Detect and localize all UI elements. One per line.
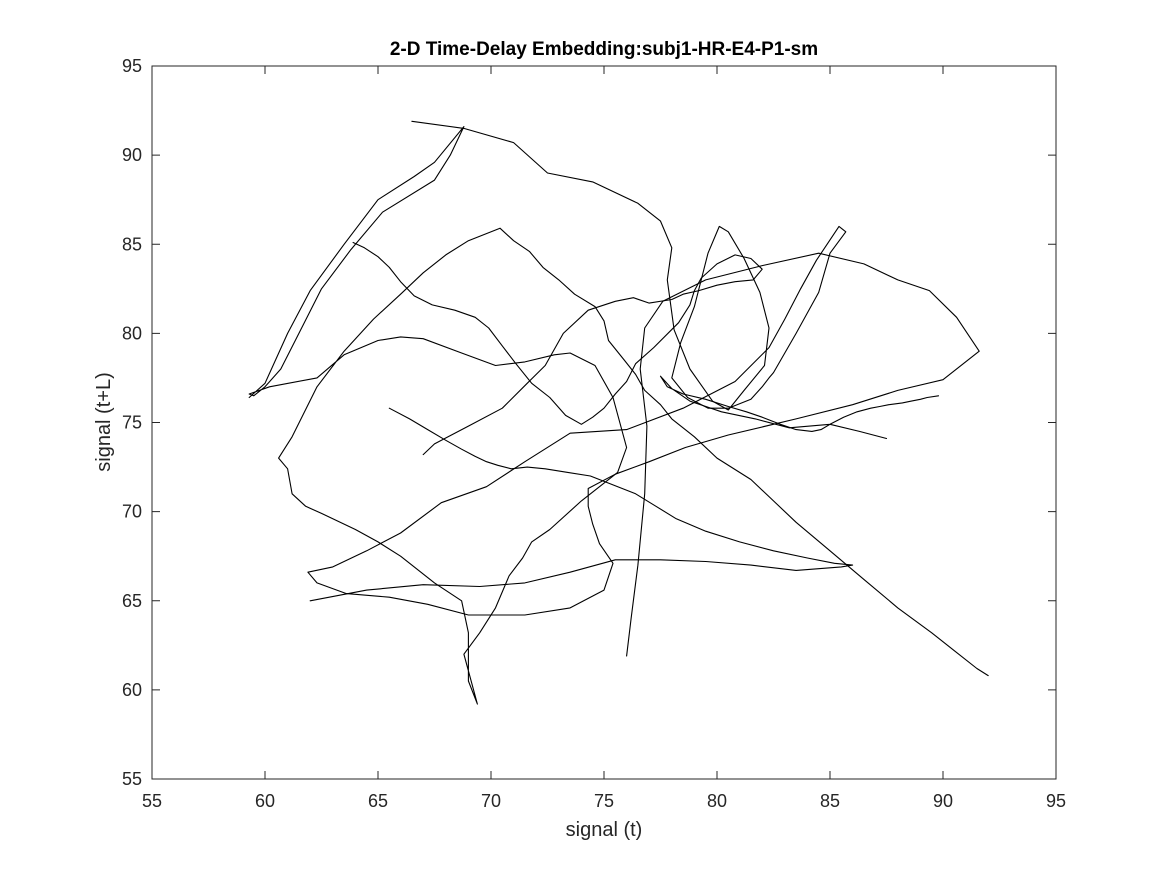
x-tick-label-55: 55 [142,791,162,811]
y-tick-label-90: 90 [122,145,142,165]
y-axis-ticks: 55 60 65 70 75 80 85 90 95 [122,56,1056,789]
x-tick-label-85: 85 [820,791,840,811]
chart-title: 2-D Time-Delay Embedding:subj1-HR-E4-P1-… [390,39,818,60]
y-tick-label-75: 75 [122,413,142,433]
y-tick-label-70: 70 [122,502,142,522]
y-tick-label-95: 95 [122,56,142,76]
x-axis-ticks: 55 60 65 70 75 80 85 90 95 [142,66,1066,811]
x-tick-label-60: 60 [255,791,275,811]
x-tick-label-75: 75 [594,791,614,811]
trajectory-segment-3 [352,241,763,456]
y-tick-label-80: 80 [122,323,142,343]
trajectory-layer [248,120,989,705]
y-axis-label: signal (t+L) [93,372,115,472]
y-tick-label-65: 65 [122,591,142,611]
y-tick-label-85: 85 [122,234,142,254]
y-tick-label-55: 55 [122,769,142,789]
x-tick-label-65: 65 [368,791,388,811]
x-tick-label-70: 70 [481,791,501,811]
x-tick-label-80: 80 [707,791,727,811]
x-tick-label-95: 95 [1046,791,1066,811]
trajectory-segment-2 [248,126,989,705]
x-tick-label-90: 90 [933,791,953,811]
plot-area [152,66,1056,779]
trajectory-segment-5 [309,407,854,602]
y-tick-label-60: 60 [122,680,142,700]
trajectory-segment-1 [307,120,980,657]
x-axis-label: signal (t) [566,819,643,841]
trajectory-segment-4 [659,375,940,440]
